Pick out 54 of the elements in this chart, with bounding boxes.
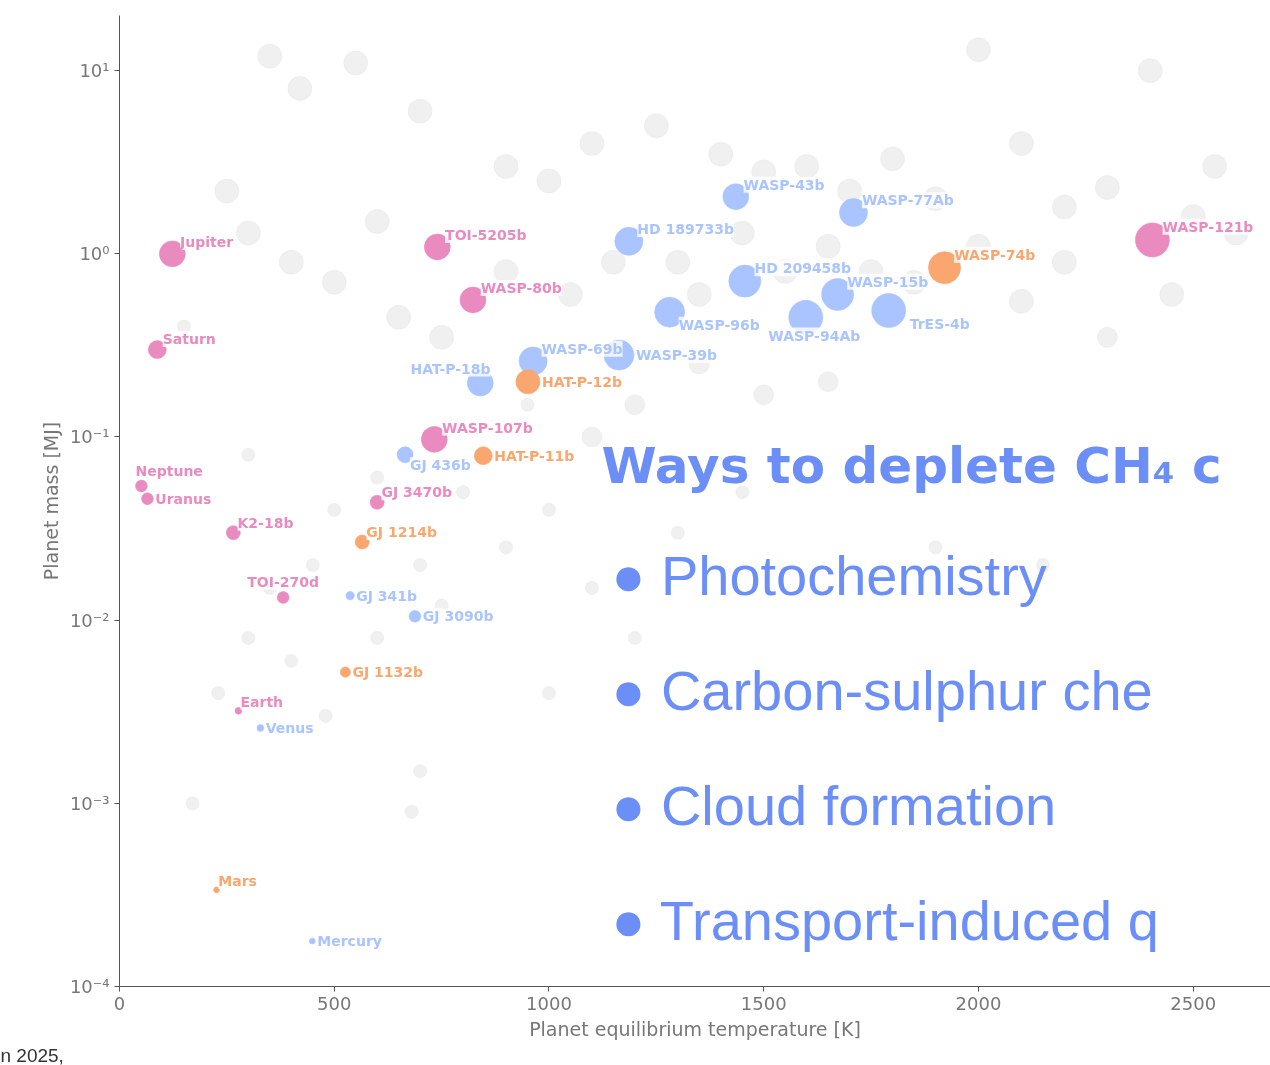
annotation: K2-18b <box>237 514 294 531</box>
annotation: WASP-77Ab <box>861 192 954 209</box>
annotation: HAT-P-11b <box>494 447 575 464</box>
annotation: GJ 436b <box>409 457 471 474</box>
annotation: WASP-74b <box>954 246 1036 263</box>
annotation: Ways to deplete CH₄ c <box>601 436 1222 495</box>
annotation: WASP-15b <box>847 273 929 290</box>
annotation: HAT-P-18b <box>410 360 491 377</box>
y-tick-label: 10⁻⁴ <box>69 976 110 997</box>
annotation: WASP-107b <box>442 419 533 436</box>
y-axis-title: Planet mass [MJ] <box>39 421 62 581</box>
annotation: Venus <box>265 719 314 736</box>
annotation: Saturn <box>162 330 216 347</box>
x-axis-title: Planet equilibrium temperature [K] <box>529 1017 861 1040</box>
y-tick-label: 10⁰ <box>79 243 110 265</box>
annotation: TrES-4b <box>909 315 970 332</box>
annotation: GJ 1132b <box>352 664 424 681</box>
annotation: GJ 3090b <box>422 608 494 625</box>
x-tick-label: 500 <box>317 992 352 1014</box>
x-tick-label: 2500 <box>1170 992 1217 1014</box>
annotation: WASP-94Ab <box>768 327 861 344</box>
annotation: WASP-69b <box>541 340 623 357</box>
y-tick-label: 10⁻² <box>69 609 110 631</box>
x-tick-label: 0 <box>113 992 126 1014</box>
annotation: WASP-96b <box>678 316 760 333</box>
annotation: GJ 1214b <box>366 523 437 540</box>
x-tick-label: 1000 <box>526 992 572 1014</box>
annotation: Mars <box>218 872 257 889</box>
annotation: Neptune <box>135 463 203 480</box>
annotation: WASP-80b <box>480 280 562 297</box>
annotation: Jupiter <box>179 233 234 250</box>
annotation: ● Cloud formation <box>611 773 1057 837</box>
annotation: ● Photochemistry <box>611 543 1047 607</box>
annotation: WASP-43b <box>743 176 825 193</box>
annotation: Uranus <box>155 490 212 507</box>
x-tick-label: 2000 <box>955 992 1002 1014</box>
annotation: HD 209458b <box>754 260 852 277</box>
annotation: WASP-39b <box>636 347 718 364</box>
annotation: ● Carbon-sulphur che <box>611 658 1153 722</box>
annotation: HD 189733b <box>637 221 734 238</box>
annotation: Mercury <box>317 933 382 950</box>
y-tick-label: 10¹ <box>79 60 110 82</box>
y-tick-label: 10⁻¹ <box>69 426 110 448</box>
annotation: WASP-121b <box>1162 218 1254 235</box>
annotation: TOI-270d <box>247 573 319 590</box>
annotation: ● Transport-induced q <box>611 888 1159 952</box>
annotation: GJ 341b <box>356 587 418 604</box>
annotation: Earth <box>240 693 284 710</box>
y-tick-label: 10⁻³ <box>69 792 110 814</box>
x-tick-label: 1500 <box>740 992 787 1014</box>
annotation: HAT-P-12b <box>541 373 623 390</box>
annotation: TOI-5205b <box>445 227 527 244</box>
annotation: GJ 3470b <box>381 484 452 501</box>
text: n 2025, <box>0 1044 64 1065</box>
